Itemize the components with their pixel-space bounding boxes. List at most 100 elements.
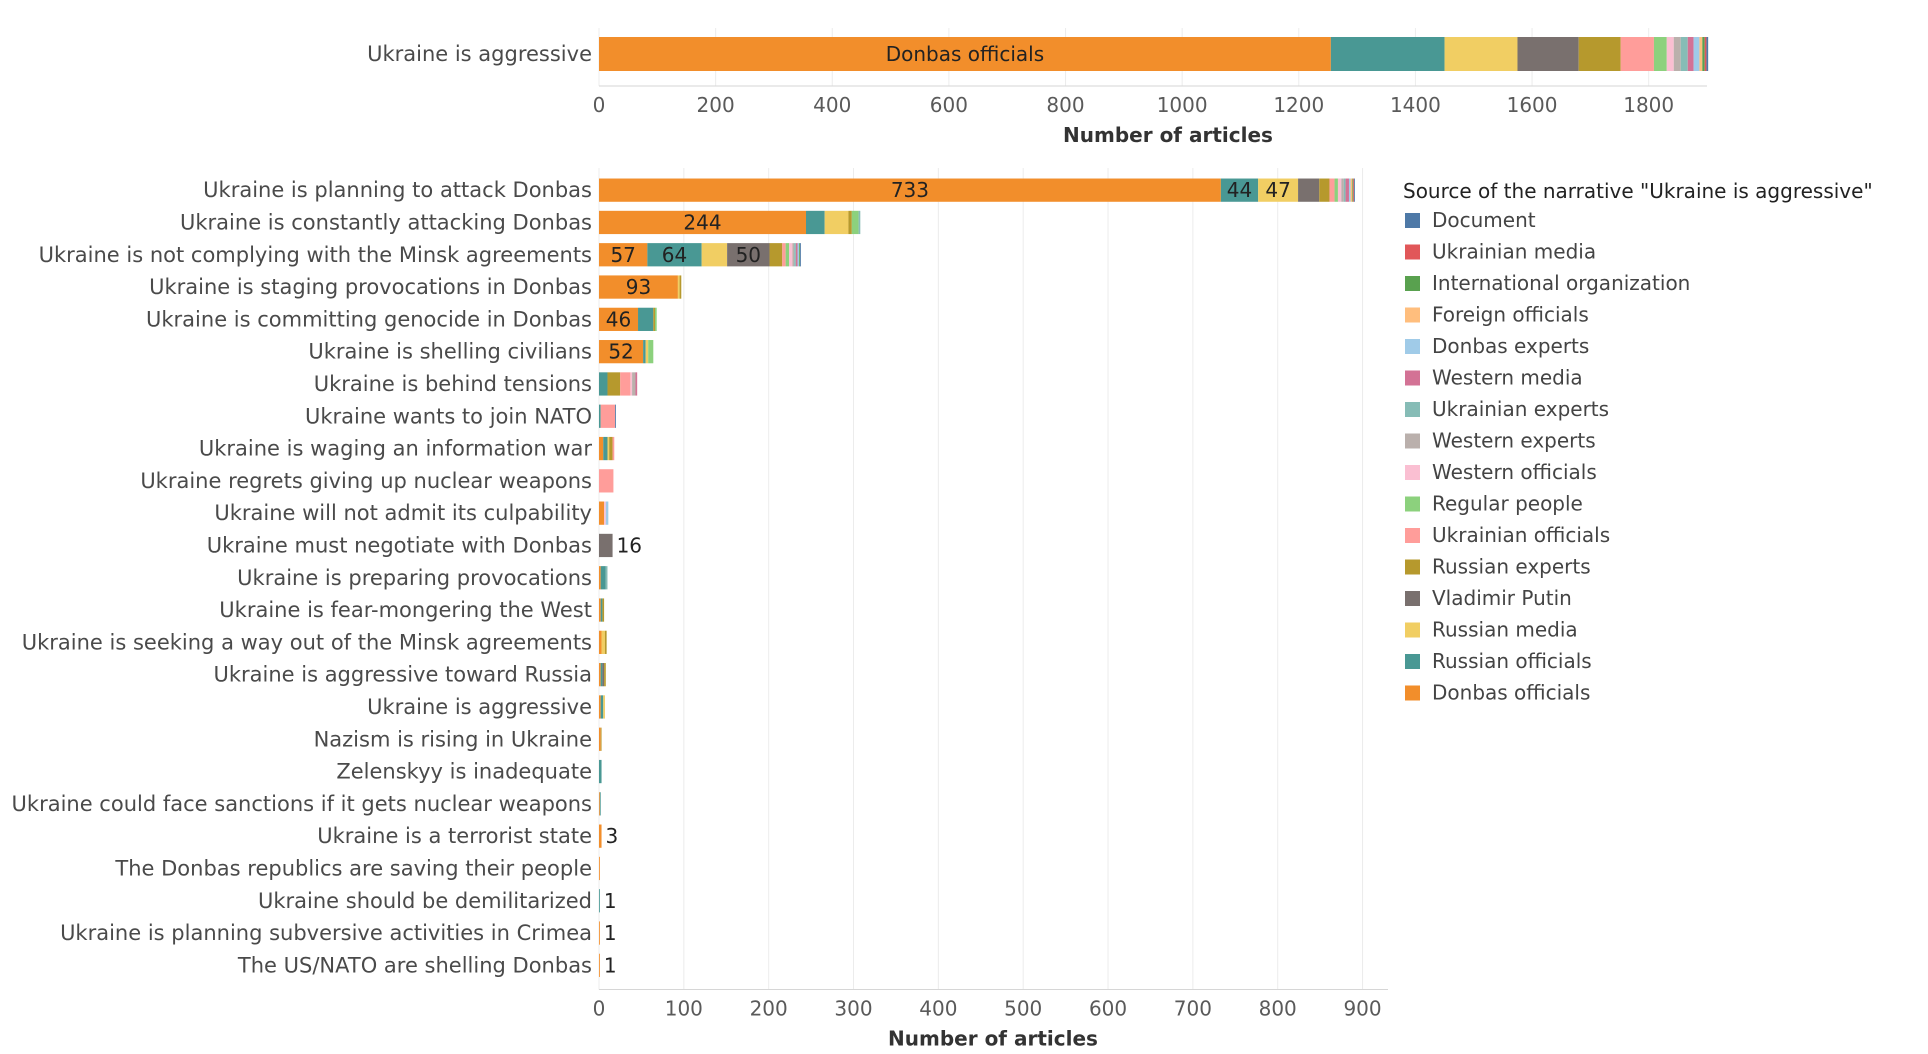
bar-segment-russian-media — [677, 275, 680, 299]
bar-segment-donbas-officials — [599, 501, 605, 525]
legend-swatch — [1405, 591, 1420, 606]
bar-segment-western-officials — [1666, 37, 1674, 71]
data-label: 1 — [604, 953, 617, 977]
legend-item-label: Regular people — [1432, 492, 1583, 516]
legend-item-label: Russian media — [1432, 618, 1578, 642]
bar-segment-russian-media — [1444, 37, 1518, 71]
category-label: Ukraine is aggressive — [367, 695, 592, 719]
category-label: Ukraine is fear-mongering the West — [219, 598, 592, 622]
bar-segment-western-media — [795, 243, 798, 267]
bar-segment-document — [800, 243, 801, 267]
category-label: Ukraine could face sanctions if it gets … — [12, 792, 592, 816]
legend-swatch — [1405, 654, 1420, 669]
bar-segment-vladimir-putin — [599, 533, 613, 558]
bar-segment-vladimir-putin — [602, 663, 605, 687]
category-label: Ukraine is staging provocations in Donba… — [149, 275, 592, 299]
category-label: Nazism is rising in Ukraine — [314, 727, 592, 751]
bar-segment-russian-experts — [602, 598, 605, 622]
bar-segment-russian-experts — [1319, 178, 1330, 202]
bar-segment-donbas-officials — [599, 436, 604, 461]
data-label: 50 — [736, 243, 761, 267]
bar-segment-donbas-officials — [599, 37, 1331, 71]
bar-segment-russian-media — [607, 436, 610, 461]
bar-segment-western-officials — [630, 372, 633, 396]
bar-segment-donbas-officials — [599, 307, 639, 331]
bar-segment-ukrainian-officials — [600, 404, 616, 428]
bar-segment-russian-officials — [603, 436, 608, 461]
bar-segment-russian-experts — [609, 436, 613, 461]
legend-item-label: Donbas experts — [1432, 334, 1589, 358]
bar-segment-donbas-officials — [599, 243, 648, 267]
x-tick-label: 1600 — [1507, 93, 1558, 117]
bar-segment-donbas-officials — [599, 856, 600, 881]
bar-segment-vladimir-putin — [727, 243, 770, 267]
x-tick-label: 400 — [919, 997, 957, 1021]
bar-segment-regular-people — [654, 307, 657, 331]
x-tick-label: 1800 — [1623, 93, 1674, 117]
legend-swatch — [1405, 496, 1420, 512]
legend-swatch — [1405, 433, 1420, 449]
legend-swatch — [1405, 685, 1420, 701]
bar-segment-russian-officials — [600, 598, 603, 622]
bar-segment-international-organization — [1352, 178, 1354, 202]
bar-segment-western-experts — [632, 372, 636, 396]
bar-segment-russian-experts — [604, 630, 607, 654]
bar-segment-russian-media — [701, 243, 728, 267]
data-label: 3 — [606, 824, 619, 848]
legend-item-label: Russian officials — [1432, 649, 1592, 673]
bar-segment-ukrainian-officials — [782, 243, 786, 267]
bar-segment-russian-experts — [607, 372, 621, 396]
bar-segment-regular-people — [851, 210, 859, 235]
x-tick-label: 0 — [593, 997, 606, 1021]
bar-segment-ukrainian-experts — [1680, 37, 1688, 71]
bar-segment-russian-media — [1258, 178, 1299, 202]
legend-item-label: Foreign officials — [1432, 303, 1589, 327]
bar-segment-ukrainian-officials — [1329, 178, 1335, 202]
bar-segment-russian-media — [603, 695, 605, 719]
bar-segment-russian-officials — [599, 404, 601, 428]
data-label: 52 — [608, 340, 633, 364]
category-label: Ukraine is planning to attack Donbas — [203, 178, 592, 202]
bar-segment-donbas-experts — [605, 501, 609, 525]
category-label: Ukraine is preparing provocations — [237, 566, 592, 590]
x-tick-label: 1200 — [1273, 93, 1324, 117]
legend-item-label: Western experts — [1432, 429, 1596, 453]
bar-segment-russian-media — [824, 210, 849, 235]
category-label: Ukraine is aggressive toward Russia — [213, 663, 592, 687]
bar-segment-international-organization — [1702, 37, 1705, 71]
bar-segment-western-media — [1687, 37, 1694, 71]
legend-swatch — [1405, 528, 1420, 543]
bar-segment-russian-officials — [600, 663, 603, 687]
x-tick-label: 700 — [1174, 997, 1212, 1021]
legend-item-label: Donbas officials — [1432, 681, 1590, 705]
legend: Source of the narrative "Ukraine is aggr… — [1403, 179, 1873, 705]
bar-segment-donbas-officials — [599, 663, 601, 687]
bar-segment-russian-officials — [599, 759, 602, 784]
bar-segment-russian-officials — [1330, 37, 1445, 71]
data-label: 46 — [606, 307, 631, 331]
data-label: 16 — [617, 533, 642, 557]
bar-segment-donbas-officials — [599, 210, 807, 235]
bar-segment-regular-people — [1334, 178, 1338, 202]
legend-swatch — [1405, 339, 1420, 354]
legend-item-label: Western officials — [1432, 460, 1597, 484]
bar-segment-donbas-officials — [599, 340, 644, 364]
data-label: 93 — [626, 275, 651, 299]
bar-segment-document — [1706, 37, 1709, 71]
legend-item-label: Ukrainian media — [1432, 240, 1596, 264]
data-label: 57 — [610, 243, 635, 267]
category-label: Ukraine is committing genocide in Donbas — [146, 307, 592, 331]
legend-item-label: Western media — [1432, 366, 1583, 390]
category-label: Ukraine should be demilitarized — [258, 889, 592, 913]
category-label: Ukraine is planning subversive activitie… — [60, 921, 592, 945]
bar-segment-vladimir-putin — [1298, 178, 1320, 202]
bar-segment-russian-media — [601, 630, 605, 654]
bar-segment-donbas-officials — [599, 275, 678, 299]
x-tick-label: 900 — [1343, 997, 1381, 1021]
bar-segment-ukrainian-officials — [599, 469, 614, 493]
category-label: The Donbas republics are saving their pe… — [114, 856, 592, 880]
category-label: Zelenskyy is inadequate — [336, 760, 592, 784]
legend-item-label: Ukrainian experts — [1432, 397, 1609, 421]
bar-segment-regular-people — [785, 243, 790, 267]
